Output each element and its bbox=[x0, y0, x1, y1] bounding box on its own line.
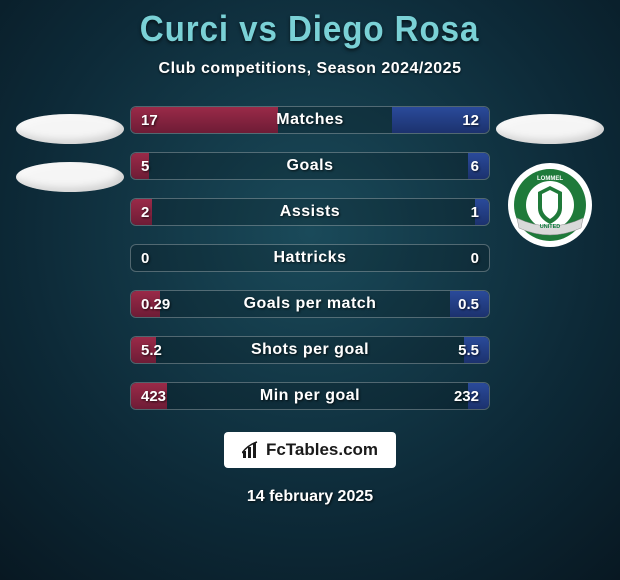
stat-row: 423232Min per goal bbox=[130, 382, 490, 410]
stat-label: Goals per match bbox=[131, 291, 489, 317]
bar-chart-icon bbox=[242, 441, 260, 459]
right-team-flag-placeholder bbox=[496, 114, 604, 144]
stat-label: Assists bbox=[131, 199, 489, 225]
footer-brand: FcTables.com bbox=[224, 432, 396, 468]
stat-row: 5.25.5Shots per goal bbox=[130, 336, 490, 364]
stat-label: Hattricks bbox=[131, 245, 489, 271]
stat-row: 21Assists bbox=[130, 198, 490, 226]
main-content: 1712Matches 56Goals 21Assists 00Hattricks 0.… bbox=[0, 106, 620, 410]
stats-column: 1712Matches 56Goals 21Assists 00Hattricks 0.… bbox=[130, 106, 490, 410]
stat-row: 0.290.5Goals per match bbox=[130, 290, 490, 318]
right-team-badge: LOMMEL UNITED bbox=[507, 162, 593, 248]
left-team-column bbox=[10, 106, 130, 192]
right-team-column: LOMMEL UNITED bbox=[490, 106, 610, 248]
stat-label: Goals bbox=[131, 153, 489, 179]
stat-label: Matches bbox=[131, 107, 489, 133]
left-team-flag-placeholder bbox=[16, 114, 124, 144]
badge-banner-text: UNITED bbox=[540, 224, 561, 230]
stat-label: Min per goal bbox=[131, 383, 489, 409]
stat-row: 56Goals bbox=[130, 152, 490, 180]
club-badge-icon: LOMMEL UNITED bbox=[507, 162, 593, 248]
badge-top-text: LOMMEL bbox=[537, 176, 563, 182]
comparison-title: Curci vs Diego Rosa bbox=[140, 8, 480, 50]
stat-row: 1712Matches bbox=[130, 106, 490, 134]
comparison-subtitle: Club competitions, Season 2024/2025 bbox=[159, 60, 462, 78]
stat-label: Shots per goal bbox=[131, 337, 489, 363]
footer-brand-text: FcTables.com bbox=[266, 440, 378, 460]
footer-date: 14 february 2025 bbox=[247, 488, 373, 506]
left-team-badge-placeholder bbox=[16, 162, 124, 192]
stat-row: 00Hattricks bbox=[130, 244, 490, 272]
